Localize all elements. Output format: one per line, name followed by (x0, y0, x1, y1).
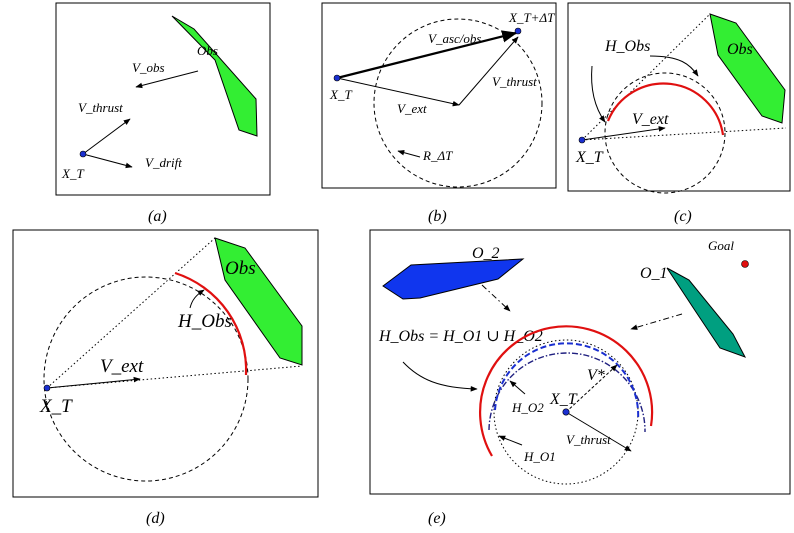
x-t-label: X_T (329, 87, 352, 102)
obs-label: Obs (197, 43, 218, 58)
tangent-line-top (46, 237, 216, 389)
v-drift-vector (82, 153, 133, 169)
r-dt-pointer (397, 149, 421, 158)
caption-b: (b) (428, 208, 447, 225)
x-t-label: X_T (549, 391, 578, 408)
v-thrust-label: V_thrust (492, 74, 537, 89)
x-t-point (79, 150, 87, 158)
obstacle-o2 (382, 258, 525, 300)
v-ext-label: V_ext (397, 101, 427, 116)
v-thrust-vector (458, 36, 519, 106)
x-t-label: X_T (61, 166, 84, 181)
h-o2-arc (494, 342, 640, 421)
v-asc-obs-label: V_asc/obs (428, 31, 481, 46)
o2-label: O_2 (472, 245, 500, 262)
h-obs-pointer-left (591, 65, 606, 123)
h-o1-pointer (498, 435, 523, 446)
panel-c: Obs H_Obs V_ext X_T (c) (567, 2, 791, 225)
obstacle-o1 (666, 267, 747, 358)
v-obs-vector (135, 70, 199, 89)
panel-d-frame (12, 229, 319, 498)
v-thrust-vector (565, 411, 632, 452)
h-obs-label: H_Obs (177, 311, 232, 332)
h-o1-label: H_O1 (523, 449, 556, 464)
h-o2-pointer (509, 380, 526, 395)
panel-d: Obs H_Obs V_ext X_T (d) (12, 229, 319, 527)
panel-b: V_asc/obs V_ext V_thrust X_T+ΔT X_T R_ΔT… (321, 2, 557, 225)
obstacle-obs (709, 13, 786, 124)
h-o2-label: H_O2 (511, 400, 544, 415)
caption-a: (a) (148, 208, 167, 225)
x-t-point (562, 408, 570, 416)
r-dt-label: R_ΔT (422, 148, 453, 163)
x-t-point (578, 136, 586, 144)
v-thrust-vector (82, 118, 131, 155)
x-t-label: X_T (575, 149, 604, 166)
obs-label: Obs (727, 41, 753, 58)
v-ext-label: V_ext (632, 111, 669, 128)
caption-c: (c) (674, 208, 692, 225)
v-thrust-label: V_thrust (78, 100, 123, 115)
v-ext-vector (581, 126, 666, 141)
x-t-point (333, 74, 341, 82)
goal-label: Goal (708, 238, 734, 253)
v-thrust-label: V_thrust (566, 432, 611, 447)
x-t-dt-label: X_T+ΔT (508, 10, 555, 25)
h-obs-union-pointer (402, 361, 478, 392)
o1-label: O_1 (640, 265, 668, 282)
panel-a: Obs V_obs V_thrust V_drift X_T (a) (55, 2, 271, 225)
obstacle-obs (171, 15, 258, 137)
obstacle-obs (214, 237, 303, 366)
h-obs-union-label: H_Obs = H_O1 ∪ H_O2 (378, 328, 543, 345)
reachable-set-circle (373, 18, 543, 188)
o1-pointer (630, 313, 683, 330)
x-t-dt-point (514, 27, 522, 35)
caption-e: (e) (428, 510, 446, 527)
v-asc-obs-vector (336, 30, 518, 80)
h-obs-pointer-right (649, 55, 699, 77)
v-star-vector (565, 364, 618, 413)
v-ext-vector (46, 376, 141, 389)
panel-e: O_2 O_1 Goal H_Obs = H_O1 ∪ H_O2 V_thrus… (369, 229, 791, 527)
h-obs-outer-arc (478, 325, 654, 457)
x-t-point (43, 384, 51, 392)
goal-point (741, 260, 749, 268)
v-drift-label: V_drift (145, 155, 182, 170)
h-obs-pointer (189, 289, 205, 309)
tangent-line-bottom (46, 365, 303, 389)
caption-d: (d) (146, 510, 165, 527)
x-t-label: X_T (39, 396, 73, 417)
reachable-circle (604, 72, 726, 194)
h-obs-label: H_Obs (604, 38, 650, 55)
h-obs-arc (174, 271, 248, 376)
h-obs-arc (606, 82, 725, 136)
v-obs-label: V_obs (132, 60, 165, 75)
o2-pointer (481, 284, 511, 312)
v-ext-label: V_ext (100, 356, 144, 377)
v-ext-vector (336, 77, 460, 107)
v-star-label: V* (587, 367, 605, 384)
reachable-circle (43, 276, 249, 482)
obs-label: Obs (225, 258, 256, 279)
